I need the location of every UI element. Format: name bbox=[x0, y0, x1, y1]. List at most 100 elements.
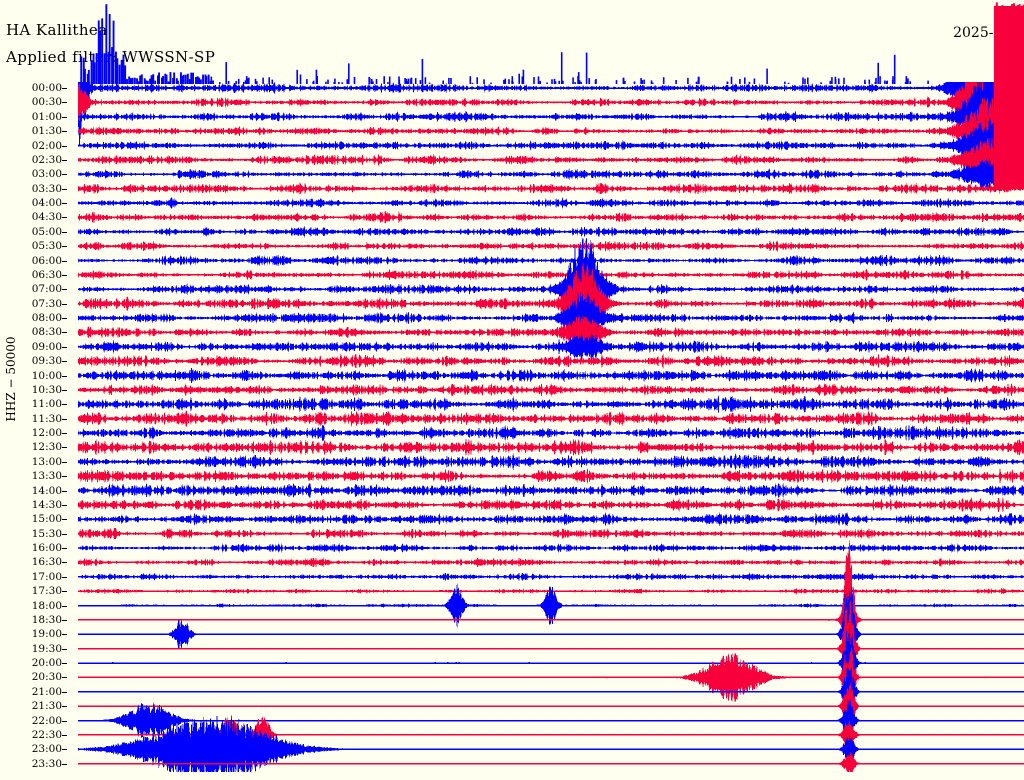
time-tick bbox=[62, 476, 67, 477]
trace-row bbox=[78, 182, 1024, 195]
time-label: 07:00 bbox=[31, 283, 62, 296]
trace-row bbox=[78, 137, 1024, 183]
time-tick bbox=[62, 332, 67, 333]
time-tick bbox=[62, 347, 67, 348]
time-tick bbox=[62, 131, 67, 132]
time-label: 01:00 bbox=[31, 110, 62, 123]
time-label: 04:30 bbox=[31, 211, 62, 224]
time-tick bbox=[62, 304, 67, 305]
trace-row bbox=[78, 82, 1024, 183]
time-label: 08:30 bbox=[31, 326, 62, 339]
time-tick bbox=[62, 361, 67, 362]
time-tick bbox=[62, 146, 67, 147]
time-label: 05:30 bbox=[31, 240, 62, 253]
time-tick bbox=[62, 606, 67, 607]
time-tick bbox=[62, 174, 67, 175]
time-tick bbox=[62, 721, 67, 722]
time-tick bbox=[62, 261, 67, 262]
trace-row bbox=[78, 155, 1024, 194]
trace-row bbox=[78, 368, 1024, 383]
trace-row bbox=[78, 383, 1024, 397]
time-label: 13:00 bbox=[31, 455, 62, 468]
time-label: 23:30 bbox=[31, 757, 62, 770]
time-label: 03:00 bbox=[31, 168, 62, 181]
trace-row bbox=[78, 395, 1024, 414]
time-tick bbox=[62, 117, 67, 118]
time-label: 16:30 bbox=[31, 556, 62, 569]
time-tick bbox=[62, 634, 67, 635]
time-tick bbox=[62, 519, 67, 520]
time-tick bbox=[62, 189, 67, 190]
trace-row bbox=[78, 425, 1024, 441]
time-tick bbox=[62, 390, 67, 391]
time-label: 10:30 bbox=[31, 383, 62, 396]
time-label: 21:30 bbox=[31, 700, 62, 713]
trace-row bbox=[78, 665, 1024, 719]
time-tick bbox=[62, 275, 67, 276]
time-label: 17:00 bbox=[31, 570, 62, 583]
trace-row bbox=[78, 409, 1024, 428]
trace-row bbox=[78, 116, 1024, 175]
time-axis: 00:00 00:30 01:00 01:30 02:00 02:30 03:00 03:30… bbox=[0, 82, 78, 772]
trace-row bbox=[78, 263, 1024, 345]
trace-row bbox=[78, 210, 1024, 224]
time-label: 00:00 bbox=[31, 82, 62, 94]
time-tick bbox=[62, 591, 67, 592]
time-label: 11:00 bbox=[31, 398, 62, 411]
time-tick bbox=[62, 649, 67, 650]
trace-row bbox=[78, 315, 1024, 350]
time-tick bbox=[62, 289, 67, 290]
trace-row bbox=[78, 625, 1024, 701]
time-label: 22:00 bbox=[31, 714, 62, 727]
time-label: 06:30 bbox=[31, 268, 62, 281]
time-tick bbox=[62, 447, 67, 448]
time-tick bbox=[62, 246, 67, 247]
time-label: 19:00 bbox=[31, 628, 62, 641]
clipped-event-block bbox=[993, 82, 1024, 189]
seismogram-plot-area bbox=[78, 82, 1024, 772]
trace-row bbox=[78, 571, 1024, 582]
trace-row bbox=[78, 557, 1024, 568]
time-tick bbox=[62, 706, 67, 707]
time-label: 12:30 bbox=[31, 441, 62, 454]
time-label: 10:00 bbox=[31, 369, 62, 382]
time-label: 07:30 bbox=[31, 297, 62, 310]
time-label: 16:00 bbox=[31, 542, 62, 554]
trace-row bbox=[78, 90, 1024, 172]
time-label: 15:30 bbox=[31, 527, 62, 540]
trace-row bbox=[78, 527, 1024, 540]
time-label: 09:00 bbox=[31, 340, 62, 353]
time-tick bbox=[62, 548, 67, 549]
trace-row bbox=[78, 439, 1024, 456]
time-tick bbox=[62, 692, 67, 693]
time-label: 22:30 bbox=[31, 728, 62, 741]
trace-row bbox=[78, 353, 1024, 369]
trace-row bbox=[78, 600, 1024, 698]
time-tick bbox=[62, 160, 67, 161]
trace-row bbox=[78, 254, 1024, 267]
time-label: 00:30 bbox=[31, 96, 62, 109]
trace-row bbox=[78, 543, 1024, 553]
trace-row bbox=[78, 452, 1024, 471]
time-label: 23:00 bbox=[31, 743, 62, 756]
time-tick bbox=[62, 491, 67, 492]
time-tick bbox=[62, 203, 67, 204]
time-tick bbox=[62, 462, 67, 463]
time-tick bbox=[62, 102, 67, 103]
time-tick bbox=[62, 577, 67, 578]
time-tick bbox=[62, 562, 67, 563]
seismogram-traces bbox=[78, 82, 1024, 772]
time-label: 14:30 bbox=[31, 498, 62, 511]
time-tick bbox=[62, 735, 67, 736]
time-tick bbox=[62, 318, 67, 319]
time-tick bbox=[62, 232, 67, 233]
applied-filter-label: Applied filter: WWSSN-SP bbox=[6, 48, 216, 66]
trace-row bbox=[78, 715, 1024, 755]
time-label: 21:00 bbox=[31, 685, 62, 698]
time-label: 06:00 bbox=[31, 254, 62, 267]
time-label: 05:00 bbox=[31, 225, 62, 238]
trace-row bbox=[78, 497, 1024, 513]
trace-row bbox=[78, 197, 1024, 209]
time-tick bbox=[62, 404, 67, 405]
